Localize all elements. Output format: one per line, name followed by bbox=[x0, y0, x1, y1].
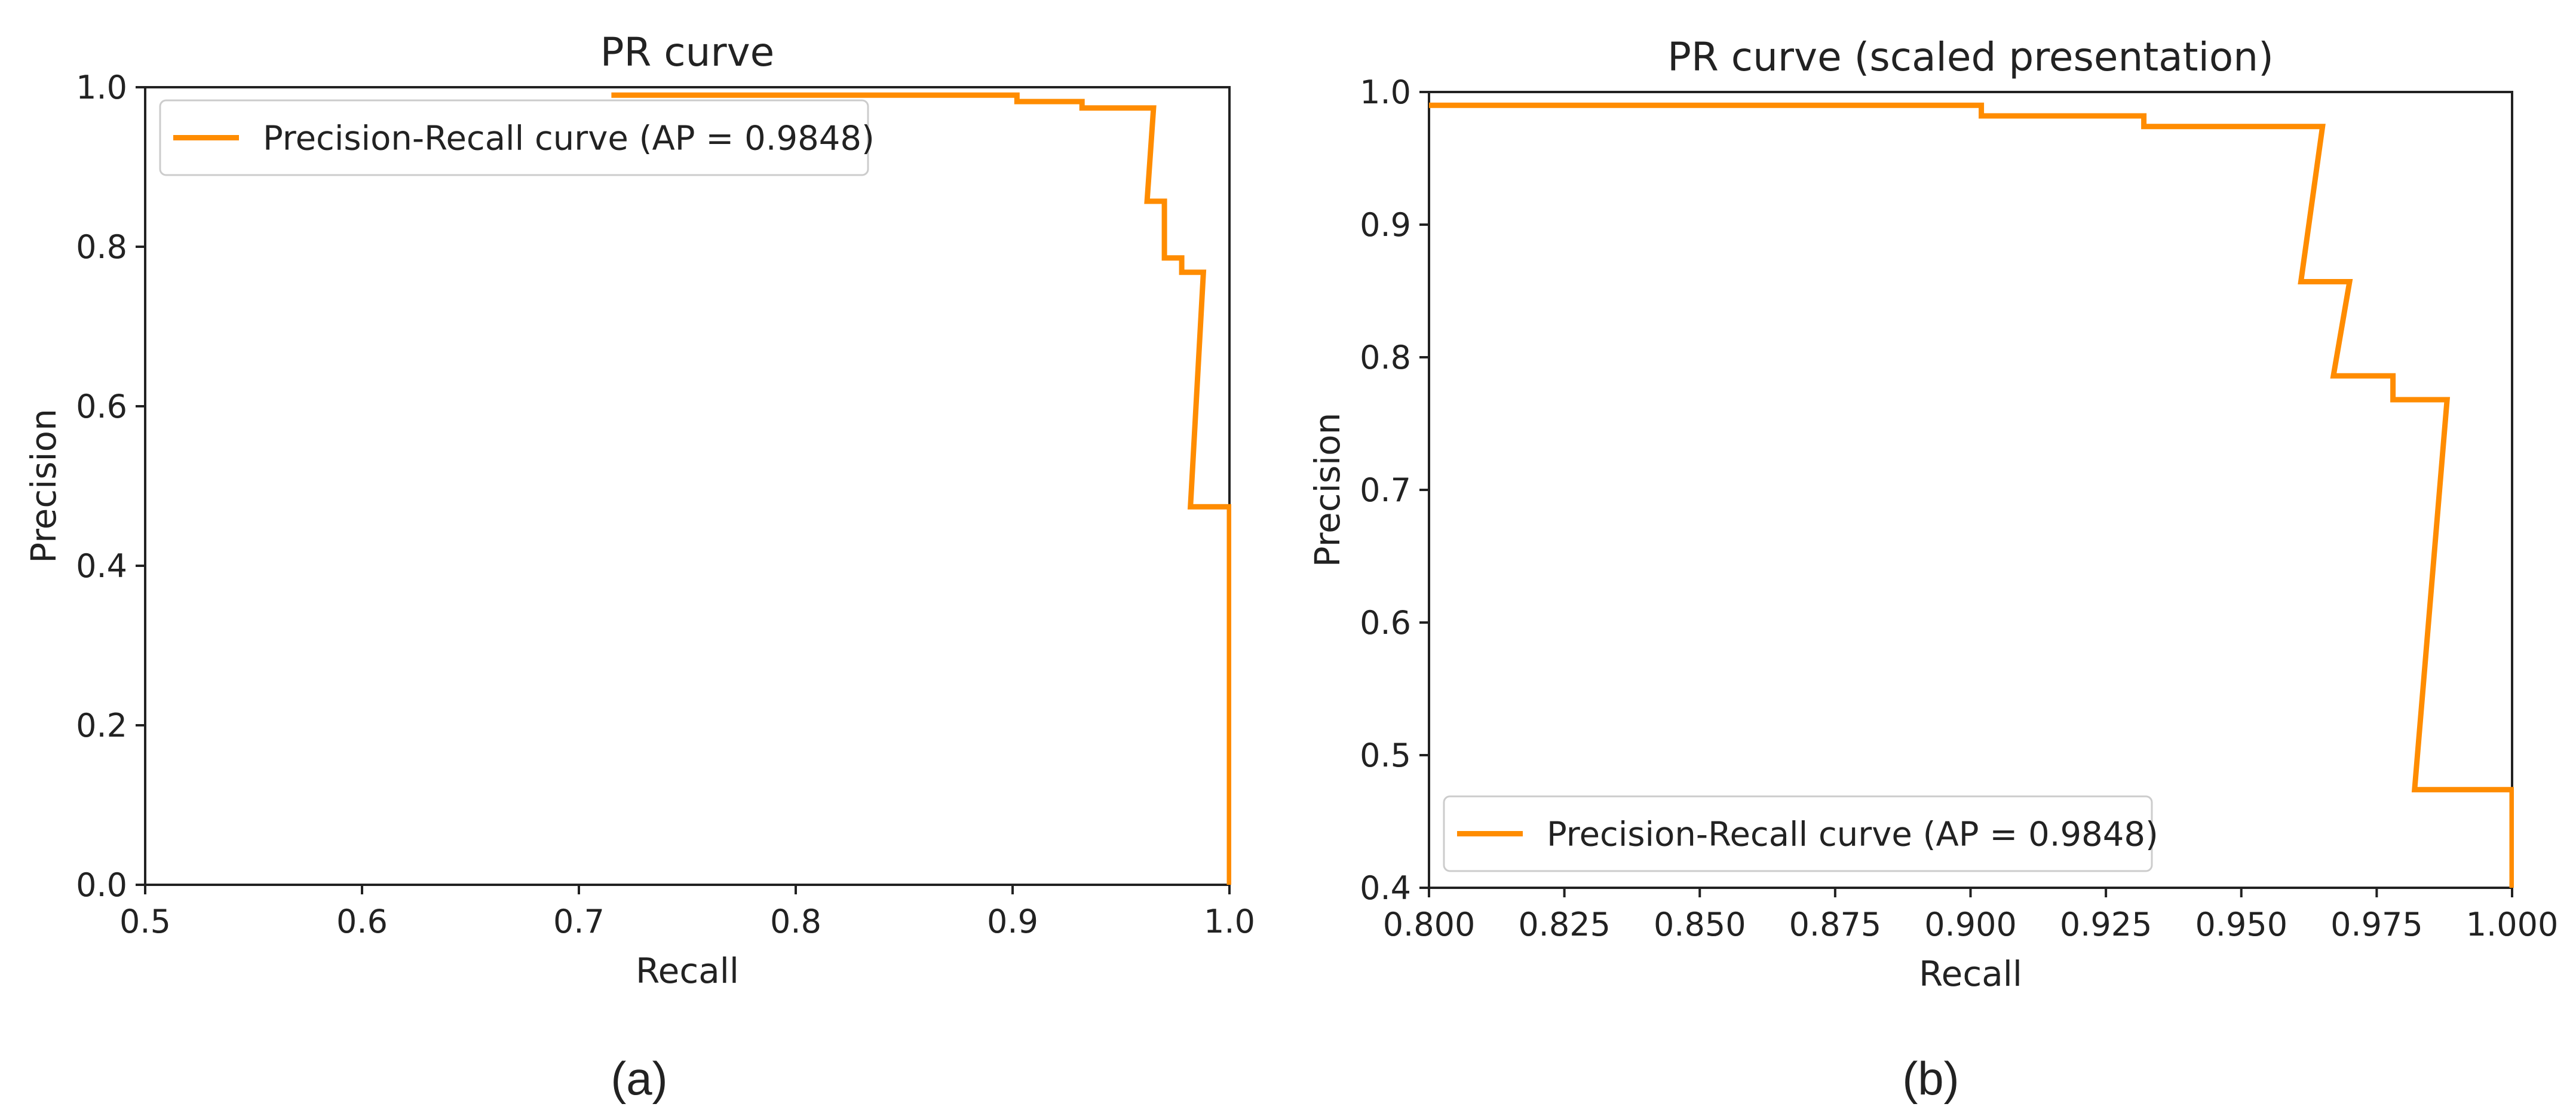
y-axis-label: Precision bbox=[1307, 413, 1348, 568]
y-tick-label: 0.2 bbox=[76, 707, 127, 744]
chart-title: PR curve (scaled presentation) bbox=[1667, 34, 2274, 80]
plot-frame bbox=[144, 86, 1231, 886]
y-tick-label: 0.4 bbox=[76, 547, 127, 585]
legend: Precision-Recall curve (AP = 0.9848) bbox=[159, 99, 875, 176]
x-tick-label: 0.7 bbox=[553, 903, 605, 940]
y-tick-label: 0.9 bbox=[1360, 206, 1411, 244]
legend-box bbox=[1443, 795, 2153, 872]
y-tick-label: 0.5 bbox=[1360, 737, 1411, 774]
y-tick-label: 1.0 bbox=[76, 69, 127, 106]
x-axis-label: Recall bbox=[1919, 953, 2022, 994]
panel-b: 0.800 0.825 0.850 0.875 0.900 0.925 0.950 0.975… bbox=[1307, 34, 2558, 1105]
panel-a: 0.5 0.6 0.7 0.8 0.9 1.0 0.0 0.2 0.4 0.6 0.8 1.0 PR c… bbox=[23, 29, 1255, 1105]
x-tick-label: 0.875 bbox=[1789, 906, 1882, 943]
x-tick-label: 0.9 bbox=[987, 903, 1038, 940]
legend: Precision-Recall curve (AP = 0.9848) bbox=[1443, 795, 2158, 872]
y-tick-label: 0.0 bbox=[76, 866, 127, 904]
x-tick-label: 0.950 bbox=[2195, 906, 2287, 943]
y-tick-label: 0.6 bbox=[1360, 604, 1411, 642]
legend-entry: Precision-Recall curve (AP = 0.9848) bbox=[263, 119, 875, 158]
y-tick-label: 0.8 bbox=[1360, 339, 1411, 376]
y-axis-label: Precision bbox=[23, 409, 64, 563]
x-tick-label: 0.900 bbox=[1924, 906, 2017, 943]
y-tick-label: 1.0 bbox=[1360, 73, 1411, 111]
x-tick-label: 0.8 bbox=[770, 903, 821, 940]
panel-label: (b) bbox=[1902, 1052, 1959, 1105]
x-tick-label: 1.0 bbox=[1204, 903, 1255, 940]
x-tick-label: 0.850 bbox=[1654, 906, 1746, 943]
chart-title: PR curve bbox=[600, 29, 775, 75]
x-tick-label: 0.825 bbox=[1518, 906, 1611, 943]
plot-frame bbox=[1428, 91, 2513, 889]
x-tick-label: 0.6 bbox=[336, 903, 388, 940]
x-tick-label: 0.800 bbox=[1383, 906, 1476, 943]
x-tick-label: 0.5 bbox=[119, 903, 171, 940]
pr-curve-line bbox=[611, 92, 1231, 885]
legend-entry: Precision-Recall curve (AP = 0.9848) bbox=[1547, 815, 2158, 854]
legend-box bbox=[159, 99, 869, 176]
y-tick-label: 0.8 bbox=[76, 228, 127, 266]
pr-curve-line bbox=[1429, 102, 2514, 888]
x-tick-label: 0.925 bbox=[2060, 906, 2152, 943]
panel-label: (a) bbox=[611, 1052, 667, 1105]
y-tick-label: 0.6 bbox=[76, 388, 127, 425]
x-axis-label: Recall bbox=[636, 951, 739, 991]
y-tick-label: 0.7 bbox=[1360, 471, 1411, 509]
y-tick-label: 0.4 bbox=[1360, 869, 1411, 907]
x-tick-label: 1.000 bbox=[2466, 906, 2559, 943]
x-tick-label: 0.975 bbox=[2330, 906, 2423, 943]
